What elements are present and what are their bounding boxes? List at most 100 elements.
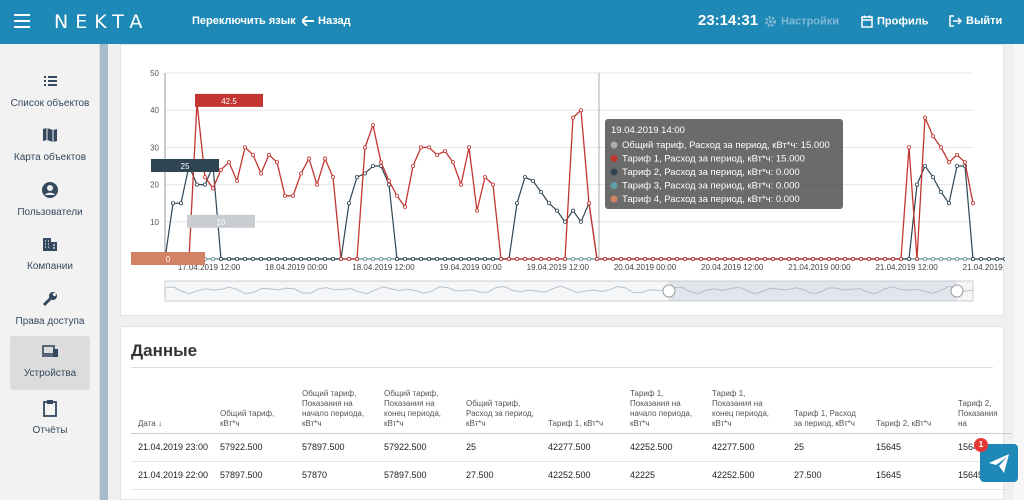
back-button[interactable]: Назад [300,15,351,27]
x-tick-label: 18.04.2019 00:00 [265,263,328,272]
data-point [947,256,952,261]
column-header[interactable]: Общий тариф, кВт*ч [213,377,295,434]
data-point [891,256,896,261]
data-point [346,256,351,261]
data-point [266,152,271,157]
data-point [442,256,447,261]
telegram-button[interactable]: 1 [974,438,1018,482]
data-point [955,164,960,169]
data-point [219,256,224,261]
zoom-slider-handle[interactable] [950,284,964,298]
x-tick-label: 20.04.2019 00:00 [614,263,677,272]
data-point [947,201,952,206]
data-point [803,256,808,261]
data-point [522,175,527,180]
sidebar-item-users[interactable]: Пользователи [0,175,100,229]
data-card: Данные Дата ↓ Общий тариф, кВт*ч Общий т… [120,326,1011,500]
data-point [883,256,888,261]
data-point [322,256,327,261]
data-point [827,256,832,261]
data-point [426,145,431,150]
column-header[interactable]: Тариф 1, Показания на конец периода, кВт… [705,377,787,434]
data-point [971,201,976,206]
data-point [179,201,184,206]
data-point [211,256,216,261]
data-point [851,256,856,261]
data-point [659,256,664,261]
data-point [715,256,720,261]
column-header[interactable]: Тариф 1, Показания на начало периода, кВ… [623,377,705,434]
sidebar-item-devices[interactable]: Устройства [10,336,90,390]
x-tick-label: 21.04.2019 24:00 [963,263,1005,272]
data-point [899,256,904,261]
column-header[interactable]: Тариф 1, кВт*ч [541,377,623,434]
column-header[interactable]: Тариф 2, кВт*ч [869,377,951,434]
data-point [458,182,463,187]
hamburger-menu-icon[interactable] [14,14,30,28]
tooltip-legend-dot [610,195,618,203]
consumption-chart[interactable]: 0 10 20 30 40 50 17.04.2019 12:00 18.04.2019 00… [121,45,1024,317]
column-header[interactable]: Тариф 1, Расход за период, кВт*ч [787,377,869,434]
data-point [771,256,776,261]
data-point [923,256,928,261]
data-point [963,160,968,165]
zoom-slider-handle[interactable] [662,284,676,298]
app-logo[interactable]: NEKTA [54,11,150,33]
data-point [931,256,936,261]
data-point [442,149,447,154]
data-point [402,204,407,209]
column-header[interactable]: Общий тариф, Расход за период, кВт*ч [459,377,541,434]
data-point [835,256,840,261]
logout-button[interactable]: Выйти [949,15,1002,27]
data-point [290,193,295,198]
data-point [651,256,656,261]
x-tick-label: 19.04.2019 00:00 [439,263,502,272]
axis-value-label: 0 [166,255,171,264]
sidebar-item-objects-list[interactable]: Список объектов [0,66,100,120]
data-point [562,219,567,224]
clipboard-icon [43,400,57,417]
data-point [514,201,519,206]
column-header[interactable]: Общий тариф, Показания на начало периода… [295,377,377,434]
y-tick-label: 50 [150,69,159,78]
sidebar-item-objects-map[interactable]: Карта объектов [0,120,100,174]
x-tick-label: 18.04.2019 12:00 [352,263,415,272]
data-point [602,256,607,261]
tooltip-legend-dot [610,182,618,189]
vertical-scrollbar[interactable] [1014,44,1024,500]
column-header-date[interactable]: Дата ↓ [131,377,213,434]
data-point [939,190,944,195]
data-point [330,175,335,180]
building-icon [43,238,57,251]
data-point [643,256,648,261]
sidebar-item-companies[interactable]: Компании [0,229,100,283]
data-point [554,256,559,261]
data-point [243,256,248,261]
data-point [819,256,824,261]
series-line [164,164,1005,260]
data-point [979,256,984,261]
data-point [699,256,704,261]
y-tick-label: 30 [150,143,159,152]
axis-value-label: 42.5 [221,97,237,106]
column-header[interactable]: Тариф 2, Показания на [951,377,1011,434]
column-header[interactable]: Общий тариф, Показания на конец периода,… [377,377,459,434]
data-point [578,108,583,113]
data-point [219,167,224,172]
table-row[interactable]: 21.04.2019 23:00 57922.500 57897.500 57922.… [131,433,1011,462]
table-cell: 25 [787,433,869,462]
table-cell: 57897.500 [295,433,377,462]
sidebar-item-access-rights[interactable]: Права доступа [0,284,100,338]
data-point [450,160,455,165]
data-point [618,256,623,261]
tooltip-legend-dot [610,141,618,149]
profile-button[interactable]: Профиль [861,15,928,28]
switch-language-button[interactable]: Переключить язык [192,15,296,27]
table-cell: 42252.500 [541,461,623,490]
data-point [530,178,535,183]
settings-button[interactable]: Настройки [764,15,839,28]
table-cell: 42277.500 [541,433,623,462]
sidebar-item-reports[interactable]: Отчёты [0,393,100,447]
table-cell: 21.04.2019 23:00 [131,433,213,462]
table-row[interactable]: 21.04.2019 22:00 57897.500 57870 57897.500 2… [131,461,1011,490]
